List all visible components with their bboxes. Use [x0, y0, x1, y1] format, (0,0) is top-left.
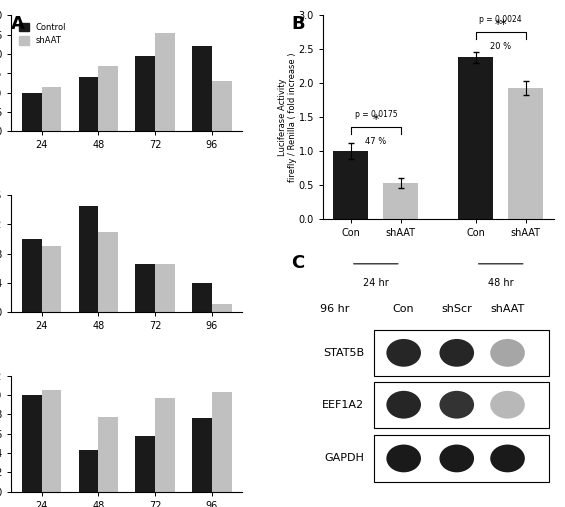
Ellipse shape [440, 391, 474, 419]
Text: 24 hr: 24 hr [363, 278, 389, 288]
Ellipse shape [386, 445, 421, 473]
Ellipse shape [490, 339, 525, 367]
Bar [212, 392, 232, 492]
Text: STAT5B: STAT5B [323, 348, 364, 358]
Bar [333, 151, 368, 219]
Bar [192, 282, 212, 312]
Bar [42, 246, 62, 312]
Bar [192, 418, 212, 492]
Bar [212, 304, 232, 312]
Text: 96 hr: 96 hr [320, 304, 349, 314]
Ellipse shape [386, 339, 421, 367]
Text: Con: Con [393, 304, 415, 314]
Text: GAPDH: GAPDH [324, 453, 364, 463]
FancyBboxPatch shape [373, 330, 549, 376]
Bar [135, 264, 155, 312]
Bar [79, 450, 98, 492]
Bar [22, 239, 42, 312]
Bar [22, 93, 42, 131]
Bar [98, 65, 118, 131]
FancyBboxPatch shape [373, 436, 549, 482]
Bar [192, 46, 212, 131]
Bar [42, 87, 62, 131]
Bar [42, 390, 62, 492]
Text: shScr: shScr [441, 304, 472, 314]
Bar [155, 32, 175, 131]
Bar [135, 436, 155, 492]
Bar [155, 264, 175, 312]
Text: **: ** [494, 18, 507, 31]
Bar [212, 81, 232, 131]
Text: 47 %: 47 % [365, 137, 386, 147]
Bar [135, 56, 155, 131]
Text: EEF1A2: EEF1A2 [322, 400, 364, 410]
Text: 20 %: 20 % [490, 42, 511, 51]
Bar [79, 206, 98, 312]
Text: A: A [11, 15, 25, 33]
Text: *: * [373, 113, 379, 126]
Legend: Control, shAAT: Control, shAAT [15, 19, 69, 48]
Ellipse shape [490, 445, 525, 473]
FancyBboxPatch shape [373, 382, 549, 428]
Bar [508, 88, 543, 219]
Ellipse shape [490, 391, 525, 419]
Bar [79, 77, 98, 131]
Text: 48 hr: 48 hr [488, 278, 514, 288]
Text: C: C [291, 254, 304, 272]
Bar [383, 183, 418, 219]
Y-axis label: Luciferase Activity
firefly / Renilla ( fold increase ): Luciferase Activity firefly / Renilla ( … [277, 52, 297, 182]
Text: p = 0.0024: p = 0.0024 [480, 15, 522, 24]
Bar [98, 232, 118, 312]
Text: p = 0.0175: p = 0.0175 [354, 110, 397, 119]
Text: shAAT: shAAT [490, 304, 525, 314]
Bar [22, 395, 42, 492]
Bar [155, 398, 175, 492]
Ellipse shape [440, 445, 474, 473]
Bar [98, 417, 118, 492]
Bar [458, 57, 493, 219]
Ellipse shape [386, 391, 421, 419]
Ellipse shape [440, 339, 474, 367]
Text: B: B [291, 15, 305, 33]
